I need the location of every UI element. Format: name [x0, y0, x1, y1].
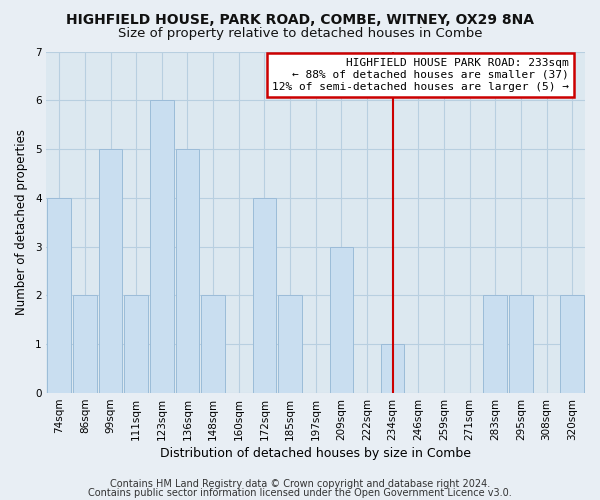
Text: HIGHFIELD HOUSE PARK ROAD: 233sqm
← 88% of detached houses are smaller (37)
12% : HIGHFIELD HOUSE PARK ROAD: 233sqm ← 88% … [272, 58, 569, 92]
Bar [278, 296, 302, 393]
X-axis label: Distribution of detached houses by size in Combe: Distribution of detached houses by size … [160, 447, 471, 460]
Bar [176, 149, 199, 393]
Text: Contains public sector information licensed under the Open Government Licence v3: Contains public sector information licen… [88, 488, 512, 498]
Bar [253, 198, 276, 393]
Bar [560, 296, 584, 393]
Bar [47, 198, 71, 393]
Bar [381, 344, 404, 393]
Text: HIGHFIELD HOUSE, PARK ROAD, COMBE, WITNEY, OX29 8NA: HIGHFIELD HOUSE, PARK ROAD, COMBE, WITNE… [66, 12, 534, 26]
Bar [150, 100, 173, 393]
Bar [329, 246, 353, 393]
Text: Contains HM Land Registry data © Crown copyright and database right 2024.: Contains HM Land Registry data © Crown c… [110, 479, 490, 489]
Bar [484, 296, 507, 393]
Text: Size of property relative to detached houses in Combe: Size of property relative to detached ho… [118, 28, 482, 40]
Bar [124, 296, 148, 393]
Bar [509, 296, 533, 393]
Bar [99, 149, 122, 393]
Bar [73, 296, 97, 393]
Y-axis label: Number of detached properties: Number of detached properties [15, 130, 28, 316]
Bar [202, 296, 225, 393]
